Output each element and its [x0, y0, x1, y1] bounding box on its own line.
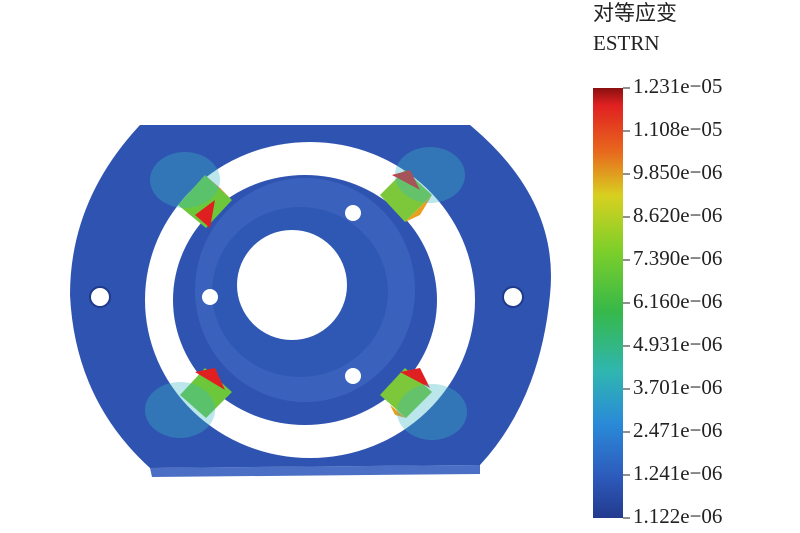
center-hole — [237, 230, 347, 340]
halo — [145, 382, 215, 438]
colorbar-ticks: 1.231e−05 1.108e−05 9.850e−06 8.620e−06 7.39… — [623, 74, 722, 528]
patch — [392, 170, 420, 190]
patch — [390, 405, 406, 418]
patch — [178, 175, 232, 228]
hole — [202, 289, 218, 305]
hole — [502, 286, 524, 308]
patch — [205, 175, 232, 200]
tick-label: 1.122e−06 — [633, 504, 722, 528]
hole — [345, 205, 361, 221]
hole — [345, 368, 361, 384]
tick-label: 2.471e−06 — [633, 418, 722, 442]
strain-halo — [145, 147, 467, 440]
tick-label: 8.620e−06 — [633, 203, 722, 227]
tick-label: 1.241e−06 — [633, 461, 722, 485]
tick-label: 3.701e−06 — [633, 375, 722, 399]
tick-label: 4.931e−06 — [633, 332, 722, 356]
tick-label: 1.108e−05 — [633, 117, 722, 141]
colorbar — [593, 88, 623, 518]
tick-label: 6.160e−06 — [633, 289, 722, 313]
plate-edge — [150, 465, 480, 477]
legend-title: 对等应变 — [593, 1, 677, 25]
halo — [395, 147, 465, 203]
patch — [195, 368, 225, 390]
hole — [89, 286, 111, 308]
legend-subtitle: ESTRN — [593, 31, 660, 55]
patch — [405, 195, 432, 222]
tick-label: 7.390e−06 — [633, 246, 722, 270]
tick-label: 9.850e−06 — [633, 160, 722, 184]
patch — [400, 368, 430, 388]
patch — [195, 200, 215, 228]
stress-patches — [178, 170, 432, 418]
halo — [150, 152, 220, 208]
patch — [380, 170, 432, 222]
halo — [397, 384, 467, 440]
tick-label: 1.231e−05 — [633, 74, 722, 98]
fea-model — [70, 125, 551, 477]
